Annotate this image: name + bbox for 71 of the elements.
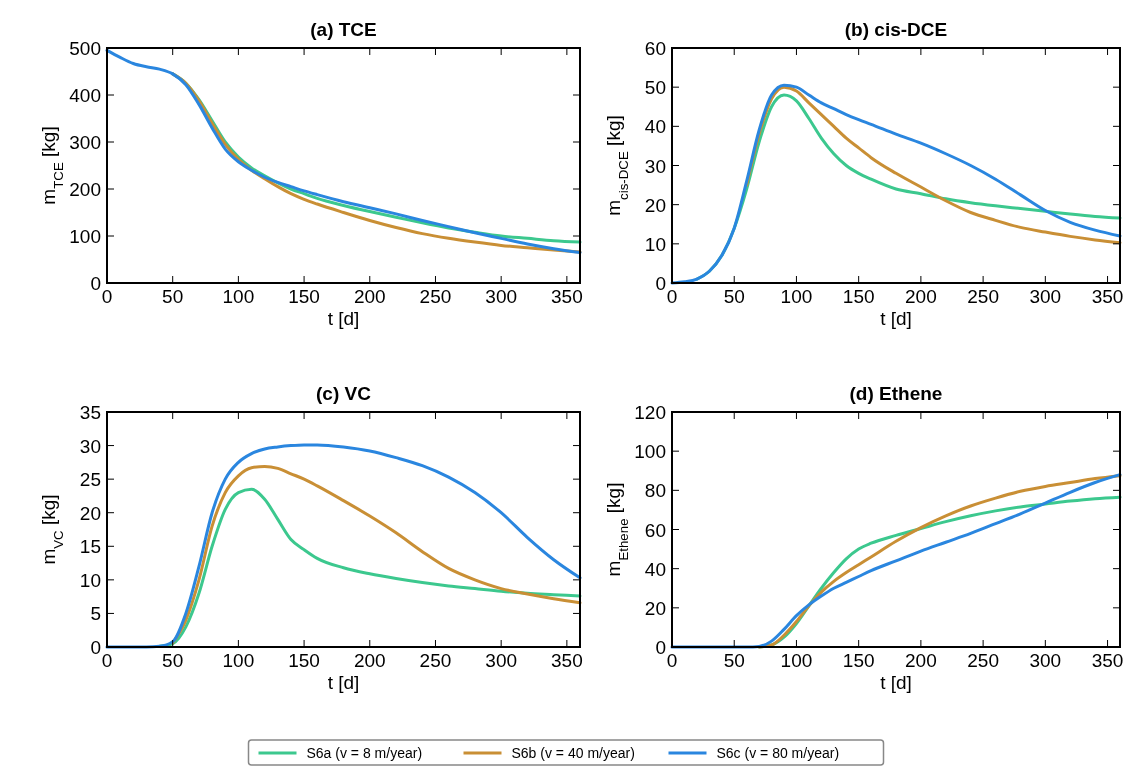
y-tick-label: 40	[644, 558, 666, 580]
x-tick-label: 200	[905, 650, 937, 671]
y-tick-label: 20	[79, 502, 101, 524]
x-tick-label: 50	[723, 286, 745, 307]
y-tick-label: 0	[655, 273, 666, 294]
x-tick-label: 300	[1029, 650, 1062, 671]
y-tick-label: 500	[69, 38, 101, 59]
x-tick-label: 250	[967, 286, 999, 307]
y-tick-label: 10	[79, 569, 101, 591]
x-axis-title: t [d]	[880, 308, 912, 329]
x-tick-label: 100	[222, 286, 255, 307]
x-axis-title: t [d]	[327, 672, 360, 693]
x-tick-label: 150	[842, 650, 875, 671]
y-tick-label: 60	[644, 38, 666, 59]
chart-title: (c) VC	[316, 383, 372, 404]
y-tick-label: 25	[79, 469, 101, 491]
y-tick-label: 5	[90, 603, 101, 625]
x-tick-label: 300	[485, 650, 518, 671]
y-tick-label: 300	[69, 132, 101, 153]
x-tick-label: 250	[967, 650, 999, 671]
x-tick-label: 350	[551, 650, 583, 671]
x-tick-label: 50	[162, 286, 184, 307]
y-tick-label: 100	[69, 226, 101, 247]
y-tick-label: 10	[644, 233, 666, 255]
x-tick-label: 350	[1091, 650, 1124, 671]
x-tick-label: 300	[485, 286, 518, 307]
line-series	[105, 48, 582, 254]
y-tick-label: 15	[79, 536, 101, 558]
x-axis-title: t [d]	[880, 672, 912, 693]
y-tick-label: 80	[644, 480, 666, 502]
x-tick-label: 100	[780, 650, 813, 671]
x-tick-label: 250	[419, 286, 452, 307]
y-tick-label: 100	[634, 441, 666, 463]
x-tick-label: 100	[222, 650, 255, 671]
y-tick-label: 0	[90, 273, 101, 294]
y-tick-label: 400	[69, 85, 101, 106]
x-axis-title: t [d]	[327, 308, 360, 329]
x-tick-label: 200	[353, 650, 386, 671]
y-tick-label: 20	[644, 597, 666, 619]
y-tick-label: 0	[655, 637, 666, 658]
line-series	[670, 473, 1122, 649]
legend-label: S6b (v = 40 m/year)	[511, 745, 635, 761]
x-tick-label: 150	[288, 650, 320, 671]
line-series	[171, 464, 582, 645]
y-tick-label: 20	[644, 194, 666, 216]
y-tick-label: 30	[644, 155, 666, 177]
legend-label: S6c (v = 80 m/year)	[716, 745, 840, 761]
chart-title: (b) cis-DCE	[844, 19, 948, 40]
x-tick-label: 50	[162, 650, 184, 671]
y-tick-label: 30	[79, 435, 101, 457]
y-tick-label: 60	[644, 519, 666, 541]
x-tick-label: 300	[1029, 286, 1062, 307]
y-tick-label: 35	[79, 402, 101, 423]
chart-title: (d) Ethene	[849, 383, 943, 404]
y-tick-label: 50	[644, 77, 666, 99]
x-tick-label: 350	[551, 286, 583, 307]
x-tick-label: 200	[905, 286, 937, 307]
chart-title: (a) TCE	[310, 19, 377, 40]
y-tick-label: 200	[69, 179, 101, 200]
y-tick-label: 0	[90, 637, 101, 658]
x-tick-label: 50	[723, 650, 745, 671]
x-tick-label: 150	[842, 286, 875, 307]
x-tick-label: 150	[288, 286, 320, 307]
x-tick-label: 200	[353, 286, 386, 307]
x-tick-label: 250	[419, 650, 452, 671]
y-tick-label: 40	[644, 116, 666, 138]
x-tick-label: 350	[1091, 286, 1124, 307]
legend-label: S6a (v = 8 m/year)	[306, 745, 423, 761]
line-series	[105, 443, 582, 649]
y-tick-label: 120	[634, 402, 666, 423]
x-tick-label: 100	[780, 286, 813, 307]
